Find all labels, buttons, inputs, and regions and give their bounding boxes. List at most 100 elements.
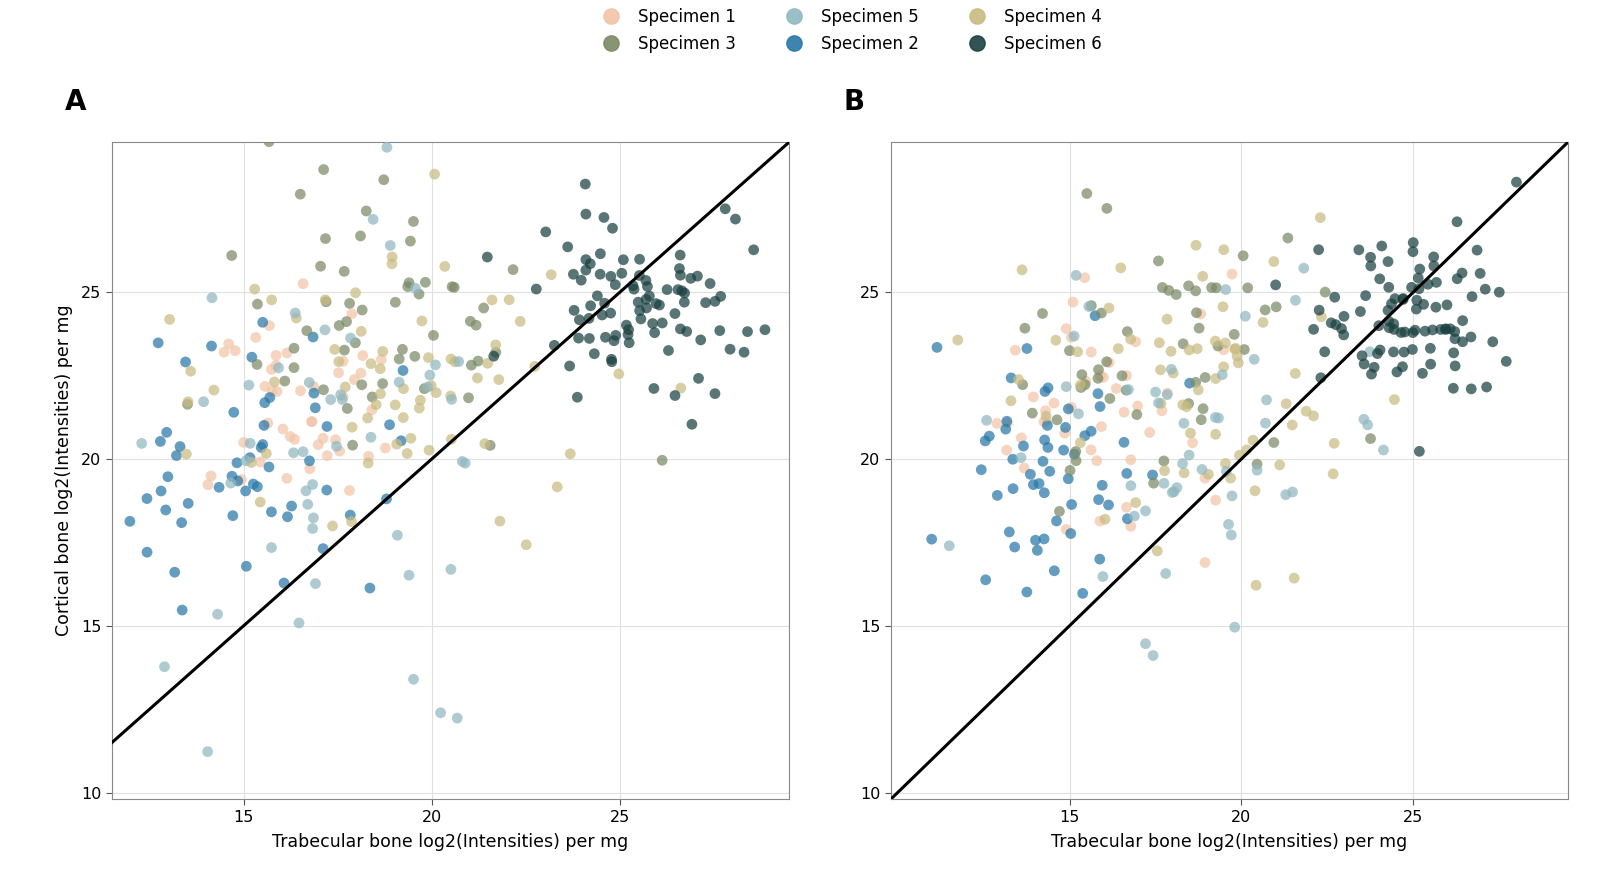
- Point: [598, 353, 624, 367]
- Point: [275, 510, 301, 524]
- Point: [341, 372, 366, 386]
- Point: [1366, 272, 1392, 286]
- Point: [1162, 485, 1187, 499]
- Point: [1419, 323, 1445, 337]
- Point: [371, 172, 397, 186]
- Point: [458, 314, 483, 329]
- Point: [1198, 281, 1224, 295]
- Point: [330, 392, 355, 407]
- Point: [349, 303, 374, 317]
- Point: [973, 434, 998, 448]
- Point: [1053, 522, 1078, 536]
- Point: [117, 514, 142, 528]
- Point: [256, 460, 282, 474]
- Point: [134, 491, 160, 505]
- Point: [1245, 464, 1270, 478]
- Point: [1192, 370, 1218, 385]
- Point: [1053, 420, 1078, 434]
- Point: [1078, 424, 1104, 439]
- Point: [1328, 321, 1354, 336]
- Point: [440, 280, 466, 294]
- Point: [374, 140, 400, 155]
- Point: [678, 417, 704, 432]
- Point: [1022, 533, 1048, 547]
- Point: [1235, 281, 1261, 295]
- Point: [130, 436, 155, 450]
- Point: [1309, 310, 1334, 324]
- Point: [179, 811, 205, 825]
- Point: [486, 372, 512, 386]
- Point: [573, 263, 598, 277]
- Point: [1158, 362, 1184, 377]
- Point: [331, 265, 357, 279]
- Point: [314, 448, 339, 463]
- Point: [627, 252, 653, 266]
- Point: [1139, 468, 1165, 482]
- Point: [1042, 396, 1067, 410]
- Point: [1406, 281, 1432, 296]
- Point: [245, 480, 270, 494]
- Point: [598, 269, 624, 283]
- Point: [262, 358, 288, 372]
- Point: [669, 284, 694, 298]
- Point: [1141, 648, 1166, 662]
- Point: [1032, 486, 1058, 500]
- Point: [1043, 514, 1069, 528]
- Point: [258, 391, 283, 405]
- Point: [984, 416, 1010, 431]
- Point: [1002, 540, 1027, 554]
- Point: [592, 330, 618, 345]
- Point: [1174, 400, 1200, 414]
- Point: [373, 440, 398, 455]
- Point: [1070, 586, 1096, 600]
- Point: [298, 462, 323, 476]
- Point: [226, 474, 251, 488]
- Point: [1059, 497, 1085, 511]
- Point: [1486, 285, 1512, 299]
- Point: [1203, 371, 1229, 385]
- Point: [1107, 261, 1133, 275]
- Point: [1250, 315, 1275, 329]
- Point: [363, 398, 389, 412]
- Point: [686, 371, 712, 385]
- Point: [326, 319, 352, 333]
- Point: [1442, 345, 1467, 360]
- Point: [1410, 366, 1435, 380]
- Point: [592, 297, 618, 311]
- Point: [1109, 369, 1134, 383]
- Point: [251, 418, 277, 432]
- Point: [238, 456, 264, 470]
- Point: [206, 480, 232, 495]
- Point: [1376, 314, 1402, 329]
- Point: [635, 280, 661, 294]
- Point: [1368, 343, 1394, 357]
- Point: [414, 380, 440, 394]
- Point: [195, 744, 221, 758]
- Point: [557, 359, 582, 373]
- Point: [1203, 427, 1229, 441]
- Point: [355, 456, 381, 471]
- Point: [731, 345, 757, 360]
- Point: [598, 306, 624, 321]
- Point: [482, 349, 507, 363]
- Point: [1078, 345, 1104, 359]
- Point: [707, 289, 733, 304]
- Point: [1504, 175, 1530, 189]
- Point: [1203, 493, 1229, 507]
- Point: [445, 711, 470, 725]
- Point: [1206, 411, 1232, 425]
- Point: [685, 269, 710, 283]
- Point: [1253, 303, 1278, 317]
- Point: [253, 447, 278, 461]
- Point: [1160, 366, 1186, 380]
- Point: [1358, 432, 1384, 446]
- Point: [299, 478, 325, 492]
- Point: [1030, 306, 1056, 321]
- Point: [1118, 453, 1144, 467]
- Point: [438, 352, 464, 366]
- Point: [1390, 291, 1416, 305]
- Point: [600, 221, 626, 235]
- Point: [936, 539, 962, 553]
- Point: [1042, 564, 1067, 578]
- Point: [662, 306, 688, 321]
